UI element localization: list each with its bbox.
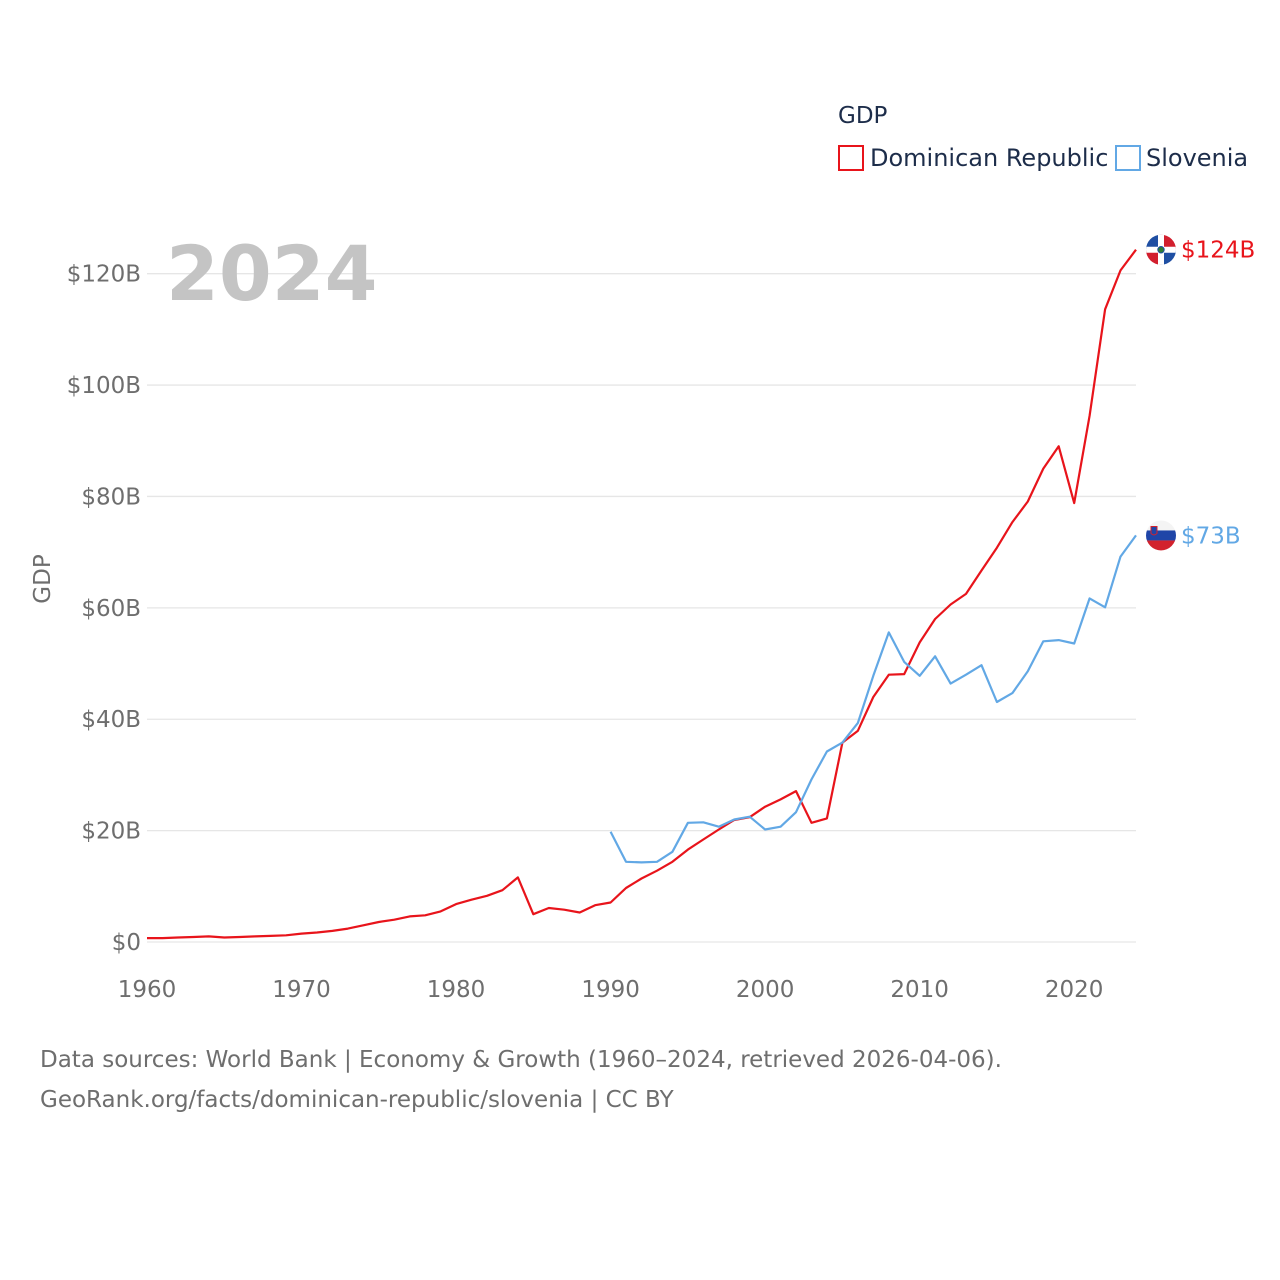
y-tick-label: $40B xyxy=(81,707,141,733)
x-axis-ticks: 1960 1970 1980 1990 2000 2010 2020 xyxy=(118,977,1104,1003)
dominican-republic-flag-icon xyxy=(1146,234,1176,265)
x-tick-label: 1980 xyxy=(427,977,486,1003)
legend-item-slovenia[interactable]: Slovenia xyxy=(1115,144,1248,172)
year-watermark: 2024 xyxy=(166,229,378,318)
legend-swatch-slovenia xyxy=(1115,145,1141,171)
legend: GDP Dominican Republic Slovenia xyxy=(838,103,1248,172)
slovenia-flag-icon xyxy=(1146,520,1176,551)
series-lines xyxy=(147,249,1137,940)
legend-label-slovenia: Slovenia xyxy=(1146,144,1248,172)
x-tick-label: 1970 xyxy=(272,977,331,1003)
y-tick-label: $120B xyxy=(67,262,141,288)
x-tick-label: 2020 xyxy=(1045,977,1104,1003)
legend-title: GDP xyxy=(838,103,888,129)
footer-sources: Data sources: World Bank | Economy & Gro… xyxy=(40,1040,1002,1120)
y-tick-label: $0 xyxy=(112,930,141,956)
footer-source-line: Data sources: World Bank | Economy & Gro… xyxy=(40,1047,1002,1073)
end-label-slovenia: $73B xyxy=(1181,523,1241,549)
series-line-dominican-republic xyxy=(147,249,1137,940)
x-tick-label: 2000 xyxy=(736,977,795,1003)
y-tick-label: $100B xyxy=(67,373,141,399)
y-axis-title: GDP xyxy=(30,554,56,604)
x-tick-label: 2010 xyxy=(890,977,949,1003)
x-tick-label: 1990 xyxy=(581,977,640,1003)
y-axis-ticks: $0 $20B $40B $60B $80B $100B $120B xyxy=(67,262,141,956)
y-tick-label: $60B xyxy=(81,596,141,622)
legend-label-dominican-republic: Dominican Republic xyxy=(870,144,1108,172)
gdp-line-chart: $0 $20B $40B $60B $80B $100B $120B 1960 1970 198… xyxy=(30,103,1255,1003)
x-tick-label: 1960 xyxy=(118,977,177,1003)
legend-swatch-dominican-republic xyxy=(838,145,864,171)
gridlines xyxy=(147,273,1136,943)
y-tick-label: $20B xyxy=(81,819,141,845)
end-label-dominican-republic: $124B xyxy=(1181,238,1255,264)
footer-link-line[interactable]: GeoRank.org/facts/dominican-republic/slo… xyxy=(40,1087,674,1113)
series-line-slovenia xyxy=(609,534,1137,864)
y-tick-label: $80B xyxy=(81,484,141,510)
legend-item-dominican-republic[interactable]: Dominican Republic xyxy=(838,144,1108,172)
